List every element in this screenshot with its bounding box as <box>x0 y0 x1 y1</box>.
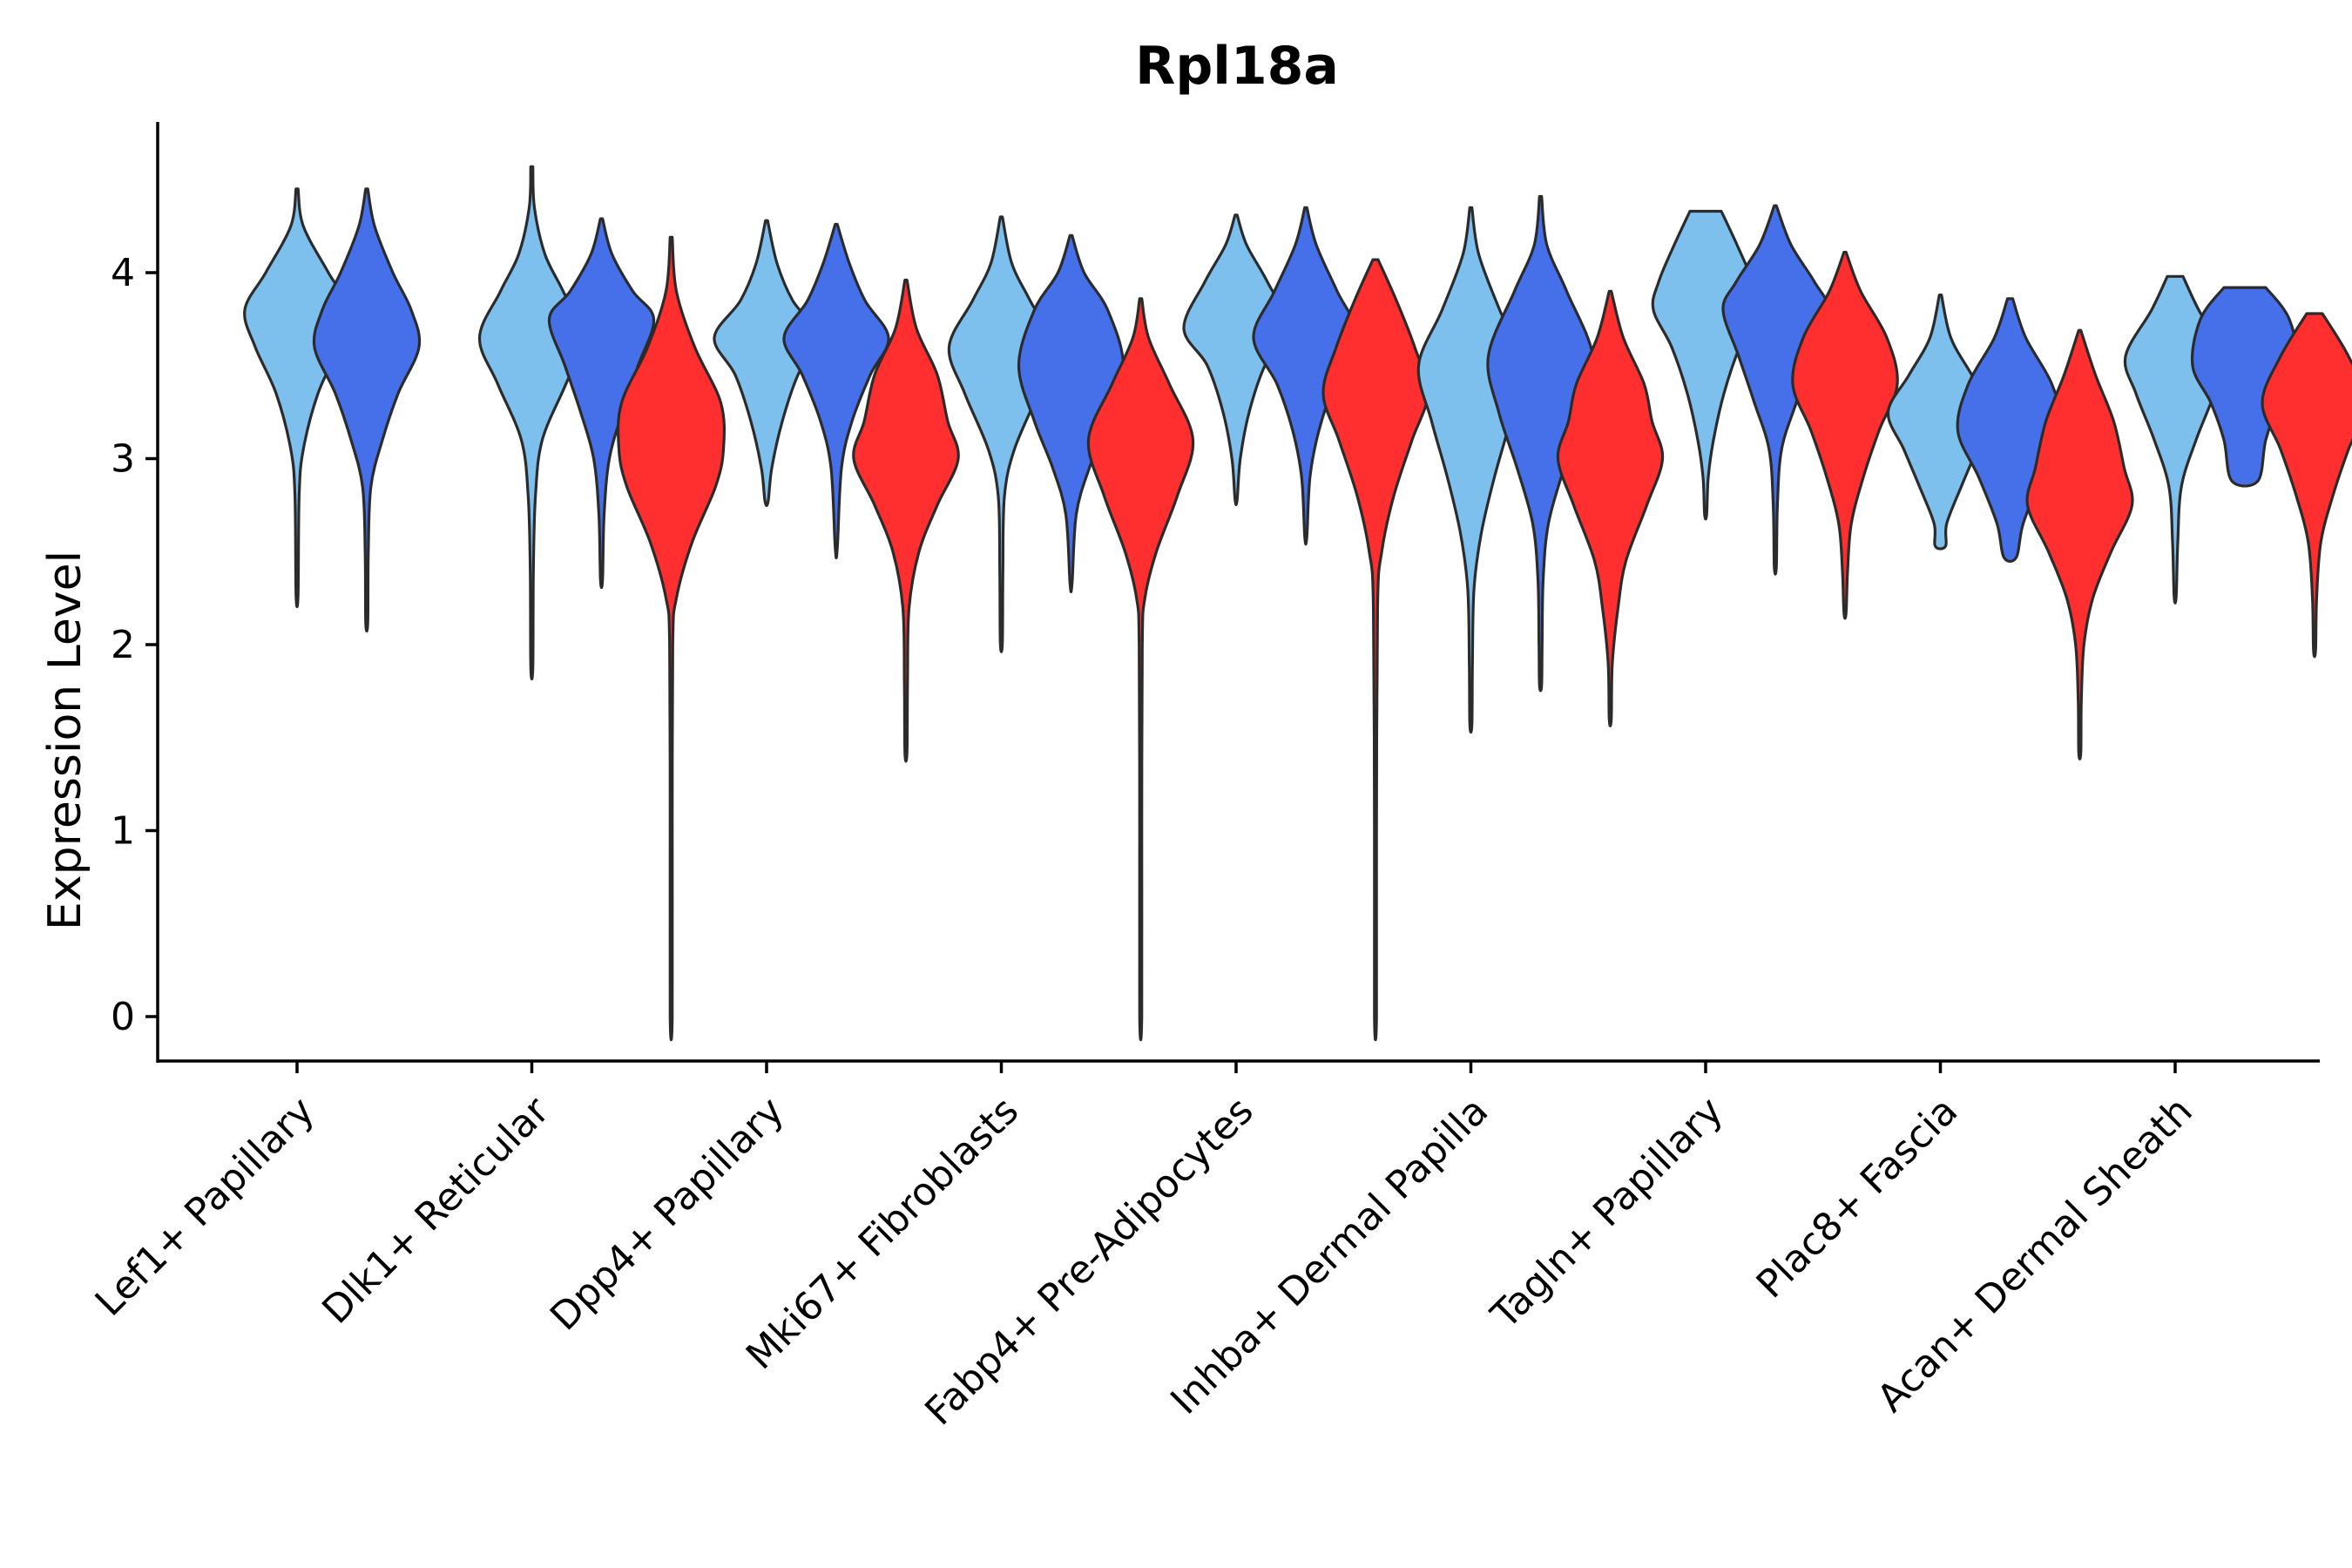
violin <box>1416 206 1525 734</box>
violin <box>312 187 422 633</box>
x-tick-label: Dlk1+ Reticular <box>314 1088 558 1333</box>
violin <box>1556 289 1665 728</box>
x-tick-label: Plac8+ Fascia <box>1748 1089 1967 1308</box>
violin <box>1086 297 1195 1041</box>
violin <box>477 165 586 681</box>
y-ticks: 0 1 2 3 4 <box>111 251 158 1039</box>
violin <box>547 217 656 590</box>
violin <box>616 235 727 1041</box>
y-tick-label: 1 <box>111 809 135 854</box>
y-axis-label: Expression Level <box>39 551 91 930</box>
violin <box>243 187 351 609</box>
y-tick-label: 4 <box>111 251 135 295</box>
y-tick-label: 2 <box>111 623 135 667</box>
x-tick-label: Dpp4+ Papillary <box>542 1089 793 1340</box>
violin-layer <box>243 165 2352 1041</box>
x-tick-label: Lef1+ Papillary <box>87 1089 323 1325</box>
chart-title: Rpl18a <box>1135 36 1339 97</box>
axes <box>156 122 2320 1063</box>
violin <box>2025 328 2134 760</box>
violin <box>1017 233 1125 594</box>
violin <box>852 278 960 763</box>
y-tick-label: 3 <box>111 437 135 482</box>
violin <box>1791 250 1899 620</box>
x-tick-label: Tagln+ Papillary <box>1483 1089 1732 1338</box>
violin <box>1956 297 2065 564</box>
violin <box>1321 258 1429 1041</box>
y-tick-label: 0 <box>111 995 135 1039</box>
violin <box>782 222 890 560</box>
violin <box>2261 312 2352 659</box>
